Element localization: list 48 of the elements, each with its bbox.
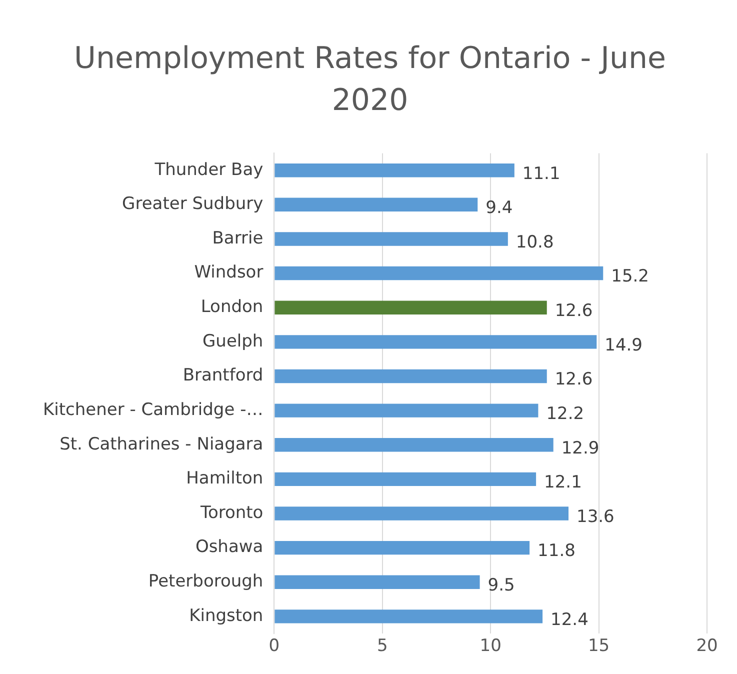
- y-tick-label: Greater Sudbury: [122, 194, 264, 214]
- y-tick-label: Guelph: [202, 331, 264, 352]
- bar: [274, 404, 538, 418]
- y-tick-label: St. Catharines - Niagara: [60, 434, 264, 454]
- chart-title: Unemployment Rates for Ontario - June 2020: [73, 40, 667, 120]
- x-tick-label: 20: [696, 636, 718, 656]
- bar: [274, 575, 480, 589]
- data-label: 12.4: [550, 610, 588, 630]
- bar: [274, 198, 478, 212]
- data-label: 12.2: [546, 404, 584, 424]
- data-label: 11.1: [522, 164, 560, 184]
- data-label: 12.9: [561, 438, 600, 458]
- data-label: 10.8: [516, 232, 554, 252]
- bar: [274, 610, 543, 624]
- data-label: 12.1: [544, 472, 582, 493]
- bar: [274, 300, 547, 314]
- bar: [274, 540, 530, 555]
- x-tick-label: 0: [268, 636, 280, 656]
- data-label: 9.5: [488, 576, 515, 596]
- data-label: 9.4: [486, 198, 513, 218]
- bar: [274, 266, 604, 280]
- y-tick-label: Peterborough: [148, 572, 264, 592]
- bar: [274, 438, 554, 452]
- y-tick-label: Oshawa: [195, 537, 264, 558]
- y-tick-label: Brantford: [182, 366, 264, 386]
- y-tick-label: London: [200, 297, 264, 318]
- data-label: 12.6: [554, 301, 593, 322]
- data-label: 12.6: [554, 370, 593, 390]
- x-tick-label: 10: [480, 636, 502, 656]
- y-tick-label: Windsor: [194, 262, 264, 283]
- y-tick-label: Toronto: [199, 502, 264, 523]
- y-tick-label: Thunder Bay: [154, 160, 264, 180]
- bar: [274, 472, 536, 486]
- data-label: 14.9: [604, 335, 642, 356]
- bar: [274, 232, 508, 246]
- y-tick-label: Kingston: [189, 606, 264, 626]
- bar: [274, 506, 569, 520]
- y-tick-label: Hamilton: [186, 468, 264, 489]
- x-tick-label: 15: [588, 636, 610, 656]
- bar: [274, 335, 597, 349]
- y-tick-label: Kitchener - Cambridge -…: [42, 400, 264, 420]
- x-tick-label: 5: [376, 636, 388, 656]
- data-label: 15.2: [611, 266, 649, 287]
- bar: [274, 163, 514, 178]
- bar: [274, 369, 547, 384]
- data-label: 13.6: [576, 506, 614, 527]
- y-tick-label: Barrie: [212, 228, 264, 248]
- data-label: 11.8: [538, 541, 576, 562]
